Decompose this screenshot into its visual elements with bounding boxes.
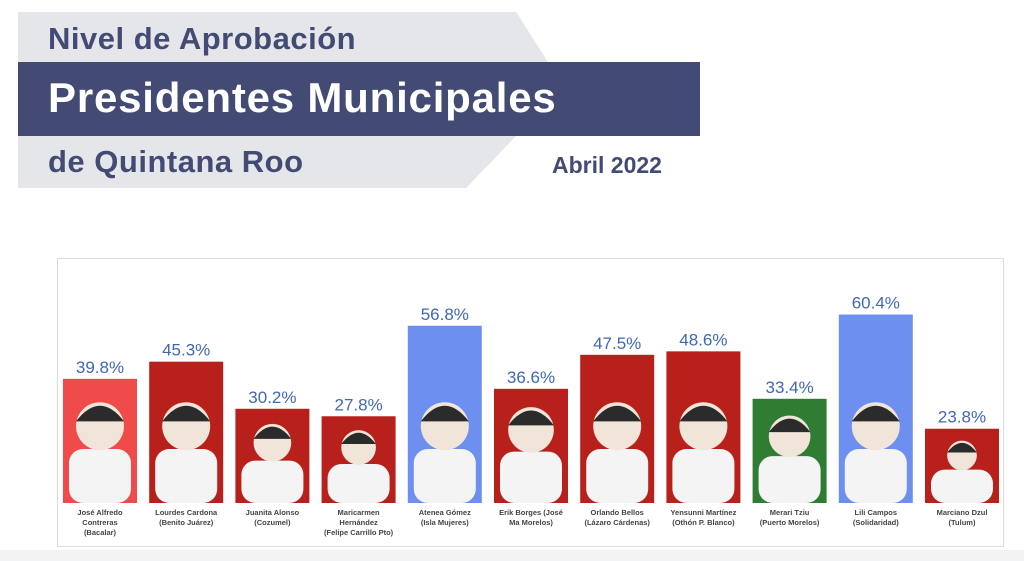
category-label-5-line-2: (Isla Mujeres) [421,518,469,527]
category-label-9-line-1: Merari Tziu [770,508,810,517]
category-label-4-line-2: Hernández [339,518,378,527]
portrait-hair-4 [341,432,376,445]
category-label-11-line-1: Marciano Dzul [937,508,988,517]
portrait-body-11 [931,469,993,503]
portrait-body-9 [758,456,821,503]
category-label-2-line-2: (Benito Juárez) [159,518,214,527]
category-label-1-line-3: (Bacalar) [84,528,117,537]
portrait-body-5 [413,449,476,503]
title-line-3: de Quintana Roo [48,144,304,179]
chart-frame: 39.8% José Alfredo Contreras (Bacalar) 45.3%… [57,258,1004,547]
category-label-6-line-2: Ma Morelos) [509,518,553,527]
category-label-10-line-1: Lili Campos [855,508,898,517]
category-label-8-line-2: (Othón P. Blanco) [672,518,735,527]
title-line-2: Presidentes Municipales [48,74,557,121]
value-label-2: 45.3% [162,341,210,360]
category-label-11-line-2: (Tulum) [949,518,976,527]
category-label-4-line-3: (Felipe Carrillo Pto) [324,528,394,537]
portrait-body-4 [327,463,390,503]
portrait-hair-6 [508,410,554,426]
value-label-5: 56.8% [421,305,469,324]
portrait-hair-5 [420,405,469,422]
portrait-body-3 [241,460,304,503]
value-label-7: 47.5% [593,334,641,353]
portrait-body-6 [500,451,562,503]
value-label-6: 36.6% [507,368,555,387]
portrait-body-1 [69,449,131,503]
category-label-3-line-1: Juanita Alonso [246,508,300,517]
report-date: Abril 2022 [552,152,662,178]
portrait-body-7 [586,449,649,503]
value-label-8: 48.6% [679,330,727,349]
title-band-bottom [18,136,516,188]
title-band-top [18,12,548,62]
portrait-body-2 [155,449,218,503]
category-label-9-line-2: (Puerto Morelos) [760,518,820,527]
value-label-3: 30.2% [248,388,296,407]
category-label-6-line-1: Erik Borges (José [499,508,563,517]
value-label-10: 60.4% [852,294,900,313]
portrait-hair-10 [851,405,900,422]
portrait-hair-3 [253,426,292,439]
portrait-hair-1 [76,405,124,422]
value-label-9: 33.4% [765,378,813,397]
portrait-hair-2 [162,405,211,422]
title-line-1: Nivel de Aprobación [48,21,357,56]
portrait-hair-8 [679,405,728,422]
portrait-body-8 [672,449,735,503]
category-label-4-line-1: Maricarmen [338,508,381,517]
portrait-body-10 [844,449,907,503]
category-label-1-line-1: José Alfredo [77,508,123,517]
title-band-main [18,62,700,136]
value-label-11: 23.8% [938,408,986,427]
category-label-2-line-1: Lourdes Cardona [155,508,218,517]
category-label-1-line-2: Contreras [82,518,117,527]
category-label-3-line-2: (Cozumel) [254,518,291,527]
portrait-hair-9 [768,418,811,433]
portrait-hair-11 [947,442,977,453]
value-label-4: 27.8% [334,395,382,414]
category-label-5-line-1: Atenea Gómez [419,508,471,517]
value-label-1: 39.8% [76,358,124,377]
portrait-hair-7 [593,405,642,422]
category-label-7-line-2: (Lázaro Cárdenas) [584,518,650,527]
category-label-7-line-1: Orlando Bellos [591,508,644,517]
category-label-10-line-2: (Solidaridad) [853,518,899,527]
bottom-band [0,550,1024,561]
category-label-8-line-1: Yensunni Martínez [670,508,736,517]
